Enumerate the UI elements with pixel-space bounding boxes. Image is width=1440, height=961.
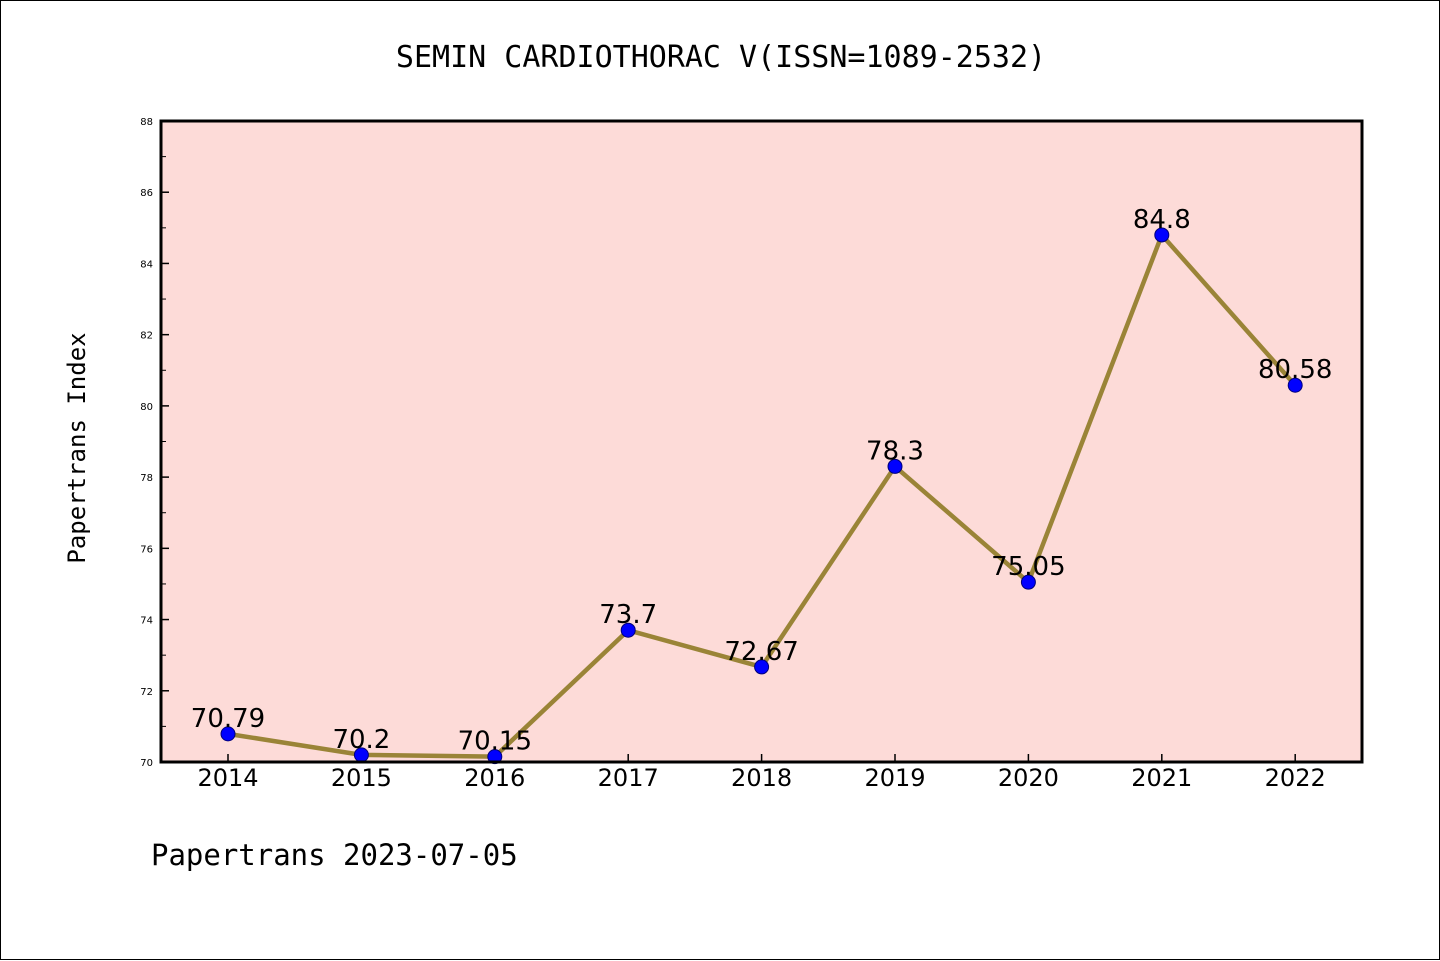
data-point bbox=[1154, 227, 1170, 243]
data-label: 75.05 bbox=[991, 552, 1065, 582]
data-point bbox=[1287, 377, 1303, 393]
x-tick-label: 2016 bbox=[464, 764, 525, 792]
y-tick-label: 88 bbox=[140, 117, 153, 128]
x-tick-label: 2017 bbox=[598, 764, 659, 792]
y-tick-label: 84 bbox=[140, 259, 153, 270]
data-label: 72.67 bbox=[724, 637, 798, 667]
x-tick-label: 2022 bbox=[1265, 764, 1326, 792]
data-label: 70.15 bbox=[458, 727, 532, 757]
series-layer: 70.79 70.2 70.15 73.7 72.67 78.3 75.05 84.8 80.5… bbox=[191, 205, 1332, 765]
data-point bbox=[220, 726, 236, 742]
data-label: 73.7 bbox=[599, 600, 657, 630]
data-point bbox=[620, 622, 636, 638]
data-point bbox=[754, 659, 770, 675]
y-tick-label: 76 bbox=[140, 544, 153, 555]
plot-border bbox=[159, 119, 1364, 764]
axis-ticks: 70 72 74 76 78 80 82 84 86 88 2014 2015 2016 2017 2018… bbox=[140, 117, 1325, 792]
x-tick-label: 2021 bbox=[1131, 764, 1192, 792]
x-tick-label: 2015 bbox=[331, 764, 392, 792]
y-tick-label: 86 bbox=[140, 188, 153, 199]
x-tick-label: 2014 bbox=[197, 764, 258, 792]
data-point bbox=[1020, 574, 1036, 590]
chart-title: SEMIN CARDIOTHORAC V(ISSN=1089-2532) bbox=[396, 40, 1046, 75]
y-axis-label: Papertrans Index bbox=[63, 332, 91, 563]
data-label: 70.79 bbox=[191, 704, 265, 734]
data-label: 70.2 bbox=[332, 725, 390, 755]
y-tick-label: 74 bbox=[140, 616, 153, 627]
y-tick-label: 78 bbox=[140, 473, 153, 484]
y-tick-label: 82 bbox=[140, 331, 153, 342]
data-point bbox=[487, 749, 503, 765]
y-tick-label: 70 bbox=[140, 758, 153, 769]
data-label: 84.8 bbox=[1133, 205, 1191, 235]
x-tick-label: 2020 bbox=[998, 764, 1059, 792]
footer-text: Papertrans 2023-07-05 bbox=[151, 838, 518, 872]
y-tick-label: 72 bbox=[140, 687, 153, 698]
x-tick-label: 2019 bbox=[864, 764, 925, 792]
y-tick-label: 80 bbox=[140, 402, 153, 413]
data-label: 78.3 bbox=[866, 436, 924, 466]
data-label: 80.58 bbox=[1258, 355, 1332, 385]
x-tick-label: 2018 bbox=[731, 764, 792, 792]
data-point bbox=[887, 458, 903, 474]
